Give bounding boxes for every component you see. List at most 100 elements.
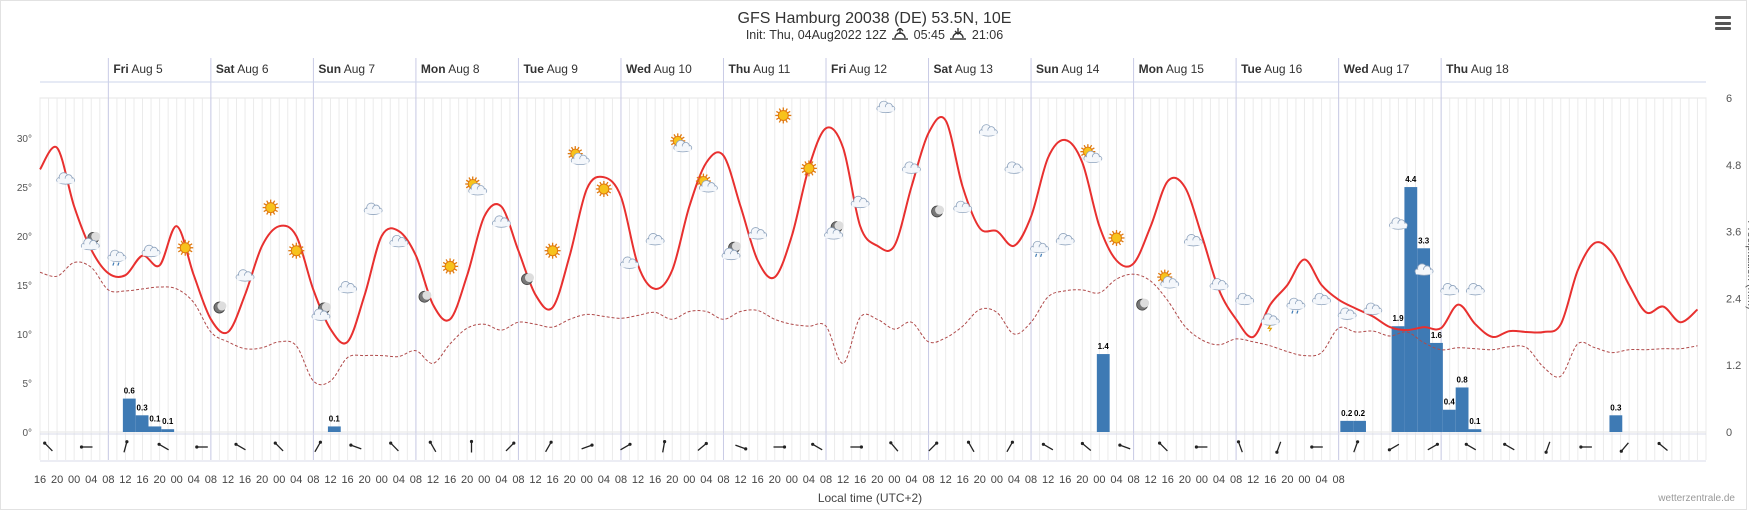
hour-tick-label: 16 [854, 474, 866, 486]
hour-tick-label: 04 [1315, 474, 1327, 486]
hour-tick-label: 20 [666, 474, 678, 486]
cloud-icon [141, 244, 161, 258]
precip-label: 0.1 [149, 414, 161, 423]
sun-cloud-icon [1080, 144, 1103, 164]
hour-tick-label: 16 [239, 474, 251, 486]
hour-tick-label: 04 [495, 474, 507, 486]
sun-icon [1108, 229, 1125, 246]
cloud-icon [1465, 283, 1485, 296]
wind-barb-icon [1387, 443, 1400, 452]
moon-icon [213, 301, 227, 314]
wind-barb-icon [314, 440, 322, 453]
wind-barb-icon [1158, 441, 1168, 452]
wind-barb-icon [195, 445, 208, 449]
y-tick-label: 25° [17, 183, 32, 194]
hour-tick-label: 20 [871, 474, 883, 486]
hour-tick-label: 04 [1008, 474, 1020, 486]
hour-tick-label: 12 [119, 474, 131, 486]
day-date: Aug 18 [1468, 62, 1509, 76]
hour-tick-label: 12 [1247, 474, 1259, 486]
chart-title: GFS Hamburg 20038 (DE) 53.5N, 10E [737, 10, 1012, 27]
cloud-icon [1209, 278, 1229, 291]
hour-tick-label: 12 [632, 474, 644, 486]
cloud-thunder-icon [1260, 313, 1280, 332]
hour-tick-label: 12 [837, 474, 849, 486]
cloud-icon [1440, 283, 1460, 296]
wind-barb-icon [79, 445, 93, 449]
wind-barb-icon [234, 442, 246, 451]
sun-cloud-icon [567, 146, 590, 166]
hour-tick-label: 04 [598, 474, 610, 486]
hour-tick-label: 08 [1025, 474, 1037, 486]
day-label: Thu Aug 11 [728, 62, 790, 76]
wind-barb-icon [43, 441, 53, 452]
hour-tick-label: 00 [991, 474, 1003, 486]
day-label: Wed Aug 17 [1344, 62, 1410, 76]
hour-tick-label: 20 [51, 474, 63, 486]
cloud-icon [1389, 217, 1408, 230]
cloud-icon [338, 281, 357, 294]
wind-barb-icon [850, 445, 864, 449]
hour-tick-label: 20 [1281, 474, 1293, 486]
wind-barb-icon [1310, 445, 1323, 449]
hour-tick-label: 16 [1162, 474, 1174, 486]
moon-icon [931, 205, 945, 218]
day-label: Thu Aug 18 [1446, 62, 1509, 76]
hour-tick-label: 00 [376, 474, 388, 486]
hour-tick-label: 20 [153, 474, 165, 486]
wind-barb-icon [545, 440, 553, 453]
day-weekday: Sat [216, 62, 235, 76]
temperature-line [39, 116, 1699, 345]
hour-tick-label: 16 [957, 474, 969, 486]
precip-bar [1391, 326, 1405, 432]
precip-bar [135, 415, 149, 432]
y-tick-label: 30° [17, 134, 32, 145]
precip-label: 0.1 [162, 417, 174, 426]
day-label: Tue Aug 16 [1241, 62, 1302, 76]
day-date: Aug 10 [651, 62, 692, 76]
day-weekday: Mon [1139, 62, 1164, 76]
moon-cloud-icon [311, 302, 331, 321]
day-date: Aug 5 [129, 62, 163, 76]
day-label: Mon Aug 8 [421, 62, 480, 76]
sunset-icon [950, 28, 967, 40]
hour-tick-label: 16 [752, 474, 764, 486]
wind-barb-icon [1006, 440, 1015, 453]
day-date: Aug 6 [235, 62, 269, 76]
hour-tick-label: 00 [1196, 474, 1208, 486]
day-date: Aug 8 [446, 62, 480, 76]
day-date: Aug 9 [544, 62, 578, 76]
hour-tick-label: 20 [359, 474, 371, 486]
hour-tick-label: 12 [939, 474, 951, 486]
cloud-icon [902, 161, 921, 174]
wind-barb-icon [123, 440, 129, 453]
wind-barb-icon [469, 439, 474, 453]
cloud-icon [363, 202, 383, 215]
precip-bar [1417, 248, 1431, 432]
precip-bar [1096, 354, 1110, 432]
precip-label: 0.8 [1457, 375, 1469, 384]
day-date: Aug 12 [846, 62, 887, 76]
sun-icon [800, 160, 817, 177]
hamburger-menu-icon[interactable] [1715, 16, 1731, 30]
x-axis-title: Local time (UTC+2) [818, 491, 922, 505]
day-label: Mon Aug 15 [1139, 62, 1205, 76]
wind-barb-icon [1657, 441, 1668, 451]
precip-label: 4.4 [1405, 175, 1417, 184]
wind-barb-icon [273, 441, 284, 452]
hour-tick-label: 20 [564, 474, 576, 486]
wind-barb-icon [505, 441, 516, 452]
day-weekday: Fri [831, 62, 846, 76]
wind-barb-icon [811, 442, 823, 451]
wind-barb-icon [157, 442, 169, 451]
wind-barb-icon [928, 441, 939, 452]
cloud-icon [620, 256, 639, 269]
cloud-icon [748, 227, 768, 240]
hour-tick-label: 00 [478, 474, 490, 486]
day-weekday: Sun [318, 62, 341, 76]
moon-icon [418, 290, 432, 303]
wind-barb-icon [1080, 441, 1092, 451]
hour-tick-label: 16 [444, 474, 456, 486]
precip-label: 0.3 [137, 403, 149, 412]
